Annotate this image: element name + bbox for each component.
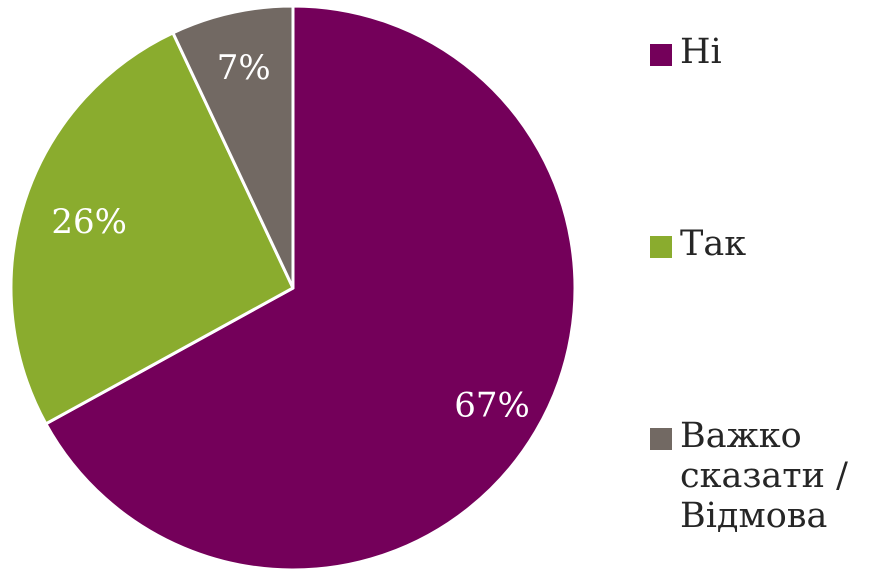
legend-swatch-hard-to-say [650,428,672,450]
legend-swatch-ni [650,44,672,66]
slice-labels: 67% 26% 7% [51,48,529,426]
legend-swatch-tak [650,236,672,258]
legend-label-ni: Ні [680,32,722,72]
slice-label-ni: 67% [454,386,530,426]
pie-slice-tak [9,31,295,426]
slice-label-tak: 26% [51,202,127,242]
legend-label-tak: Так [680,224,747,264]
legend-item-ni: Ні [650,32,880,72]
pie-slice-ni [44,4,577,570]
slice-label-hard-to-say: 7% [217,48,271,88]
legend: Ні Так Важко сказати / Відмова [650,20,890,570]
legend-label-hard-to-say: Важко сказати / Відмова [680,416,848,536]
legend-item-hard-to-say: Важко сказати / Відмова [650,416,880,536]
pie-slice-hard-to-say [171,4,295,290]
pie-slices [9,4,577,570]
legend-item-tak: Так [650,224,880,264]
